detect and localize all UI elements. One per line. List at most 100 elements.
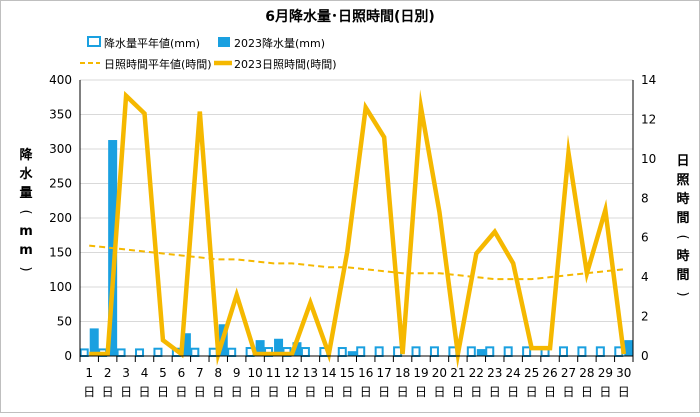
x-tick-label: 20 xyxy=(432,366,447,380)
x-tick-suffix: 日 xyxy=(341,385,353,399)
x-tick-label: 16 xyxy=(358,366,373,380)
gridlines xyxy=(80,79,633,322)
x-tick-suffix: 日 xyxy=(452,385,464,399)
x-tick-suffix: 日 xyxy=(268,385,280,399)
x-tick-label: 15 xyxy=(340,366,355,380)
left-axis-label-char: 降 xyxy=(19,147,33,163)
bar-2023 xyxy=(89,328,99,356)
right-axis-label-char: 日 xyxy=(676,154,689,169)
x-tick-label: 24 xyxy=(506,366,521,380)
x-tick-suffix: 日 xyxy=(212,385,224,399)
bar-normal xyxy=(577,346,587,357)
x-tick-suffix: 日 xyxy=(323,385,335,399)
x-tick-suffix: 日 xyxy=(378,385,390,399)
right-axis-label-char: 間 xyxy=(676,211,689,226)
right-axis-label-char: 照 xyxy=(676,173,689,188)
right-axis-label-char: ) xyxy=(675,291,690,296)
right-tick-label: 12 xyxy=(641,112,656,126)
x-tick-suffix: 日 xyxy=(102,385,114,399)
bar-normal xyxy=(300,347,310,357)
x-tick-suffix: 日 xyxy=(544,385,556,399)
x-tick-suffix: 日 xyxy=(618,385,630,399)
x-tick-suffix: 日 xyxy=(470,385,482,399)
right-tick-label: 2 xyxy=(641,310,649,324)
x-tick-suffix: 日 xyxy=(507,385,519,399)
right-axis-label-char: 時 xyxy=(676,191,689,207)
left-axis-label-char: 水 xyxy=(19,166,33,182)
x-tick-label: 6 xyxy=(178,366,186,380)
right-tick-label: 6 xyxy=(641,231,649,245)
x-tick-label: 13 xyxy=(303,366,318,380)
legend: 降水量平年値(mm) 2023降水量(mm) 日照時間平年値(時間) 2023日照時間… xyxy=(80,36,337,71)
bar-normal xyxy=(429,346,439,357)
bar-2023 xyxy=(347,351,357,356)
legend-swatch-normal-precip xyxy=(87,36,101,47)
bar-normal xyxy=(79,348,89,358)
left-tick-label: 200 xyxy=(49,211,72,225)
x-axis-ticks: 1日2日3日4日5日6日7日8日9日10日11日12日13日14日15日16日1… xyxy=(83,366,631,399)
bar-normal xyxy=(411,346,421,357)
x-tick-suffix: 日 xyxy=(83,385,95,399)
bar-2023 xyxy=(476,349,486,356)
right-axis-label-char: ( xyxy=(675,234,690,239)
left-tick-label: 250 xyxy=(49,177,72,191)
x-tick-label: 7 xyxy=(196,366,204,380)
x-tick-label: 25 xyxy=(524,366,539,380)
bar-normal xyxy=(356,346,366,357)
x-tick-suffix: 日 xyxy=(489,385,501,399)
bar-2023 xyxy=(181,333,191,356)
bar-normal xyxy=(558,346,568,357)
left-axis-ticks: 0 50 100 150 200 250 300 350 400 xyxy=(49,73,72,363)
bar-2023 xyxy=(624,340,634,356)
bar-normal xyxy=(595,346,605,357)
x-tick-label: 8 xyxy=(214,366,222,380)
x-tick-suffix: 日 xyxy=(194,385,206,399)
x-tick-label: 26 xyxy=(542,366,557,380)
bar-2023 xyxy=(292,342,302,356)
x-tick-label: 9 xyxy=(233,366,241,380)
x-tick-label: 17 xyxy=(377,366,392,380)
x-tick-label: 3 xyxy=(122,366,130,380)
left-tick-label: 150 xyxy=(49,246,72,260)
x-tick-label: 4 xyxy=(141,366,149,380)
legend-swatch-2023-precip xyxy=(218,37,230,47)
right-tick-label: 10 xyxy=(641,152,656,166)
x-tick-label: 27 xyxy=(561,366,576,380)
left-tick-label: 350 xyxy=(49,108,72,122)
x-tick-label: 28 xyxy=(579,366,594,380)
bar-normal xyxy=(116,348,126,358)
x-tick-label: 1 xyxy=(85,366,93,380)
left-axis-label-char: ) xyxy=(18,266,33,271)
x-tick-suffix: 日 xyxy=(581,385,593,399)
bar-normal xyxy=(337,347,347,357)
x-tick-label: 2 xyxy=(104,366,112,380)
x-tick-label: 21 xyxy=(450,366,465,380)
x-tick-suffix: 日 xyxy=(231,385,243,399)
chart-title: 6月降水量･日照時間(日別) xyxy=(265,8,435,25)
left-tick-label: 300 xyxy=(49,142,72,156)
right-tick-label: 0 xyxy=(641,349,649,363)
x-tick-label: 14 xyxy=(321,366,336,380)
x-tick-suffix: 日 xyxy=(599,385,611,399)
right-tick-label: 4 xyxy=(641,270,649,284)
x-tick-label: 22 xyxy=(469,366,484,380)
left-tick-label: 50 xyxy=(57,315,72,329)
x-tick-label: 10 xyxy=(247,366,262,380)
left-axis-label-char: 量 xyxy=(19,186,32,201)
left-tick-label: 0 xyxy=(64,349,72,363)
right-axis-label: 日照時間(時間) xyxy=(675,154,690,297)
right-tick-label: 8 xyxy=(641,191,649,205)
legend-label: 2023降水量(mm) xyxy=(234,36,325,50)
legend-label: 日照時間平年値(時間) xyxy=(104,57,212,71)
bar-2023 xyxy=(274,338,284,356)
bar-normal xyxy=(190,347,200,358)
x-tick-suffix: 日 xyxy=(397,385,409,399)
bar-normal xyxy=(466,346,476,357)
right-axis-label-char: 時 xyxy=(676,248,689,264)
x-tick-suffix: 日 xyxy=(526,385,538,399)
x-tick-suffix: 日 xyxy=(304,385,316,399)
bar-normal xyxy=(135,348,145,358)
sunshine-lines xyxy=(89,89,627,369)
left-tick-label: 400 xyxy=(49,73,72,87)
